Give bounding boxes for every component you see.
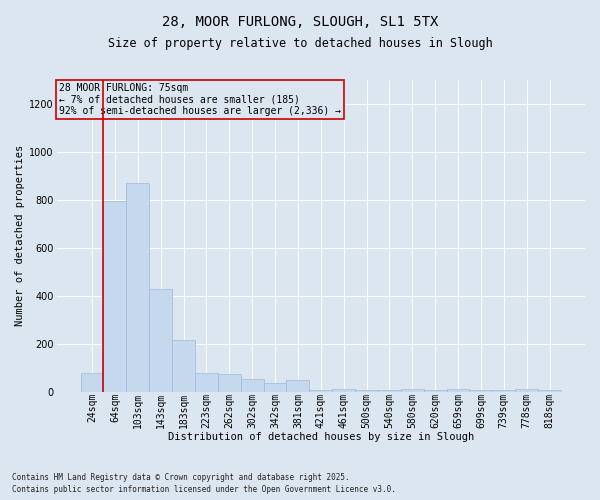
X-axis label: Distribution of detached houses by size in Slough: Distribution of detached houses by size … xyxy=(167,432,474,442)
Bar xyxy=(103,201,127,392)
Y-axis label: Number of detached properties: Number of detached properties xyxy=(15,145,25,326)
Text: Size of property relative to detached houses in Slough: Size of property relative to detached ho… xyxy=(107,38,493,51)
Bar xyxy=(401,390,424,392)
Bar xyxy=(378,390,401,392)
Bar xyxy=(218,374,241,392)
Bar xyxy=(332,390,355,392)
Bar xyxy=(424,390,446,392)
Text: 28, MOOR FURLONG, SLOUGH, SL1 5TX: 28, MOOR FURLONG, SLOUGH, SL1 5TX xyxy=(162,15,438,29)
Bar xyxy=(127,183,149,392)
Bar xyxy=(446,390,469,392)
Bar xyxy=(195,372,218,392)
Bar xyxy=(172,340,195,392)
Bar xyxy=(241,378,263,392)
Text: 28 MOOR FURLONG: 75sqm
← 7% of detached houses are smaller (185)
92% of semi-det: 28 MOOR FURLONG: 75sqm ← 7% of detached … xyxy=(59,83,341,116)
Bar xyxy=(310,390,332,392)
Bar xyxy=(286,380,310,392)
Bar xyxy=(355,390,378,392)
Text: Contains HM Land Registry data © Crown copyright and database right 2025.: Contains HM Land Registry data © Crown c… xyxy=(12,472,350,482)
Bar xyxy=(493,390,515,392)
Text: Contains public sector information licensed under the Open Government Licence v3: Contains public sector information licen… xyxy=(12,485,396,494)
Bar xyxy=(263,384,286,392)
Bar xyxy=(515,390,538,392)
Bar xyxy=(469,390,493,392)
Bar xyxy=(538,390,561,392)
Bar xyxy=(80,372,103,392)
Bar xyxy=(149,288,172,392)
